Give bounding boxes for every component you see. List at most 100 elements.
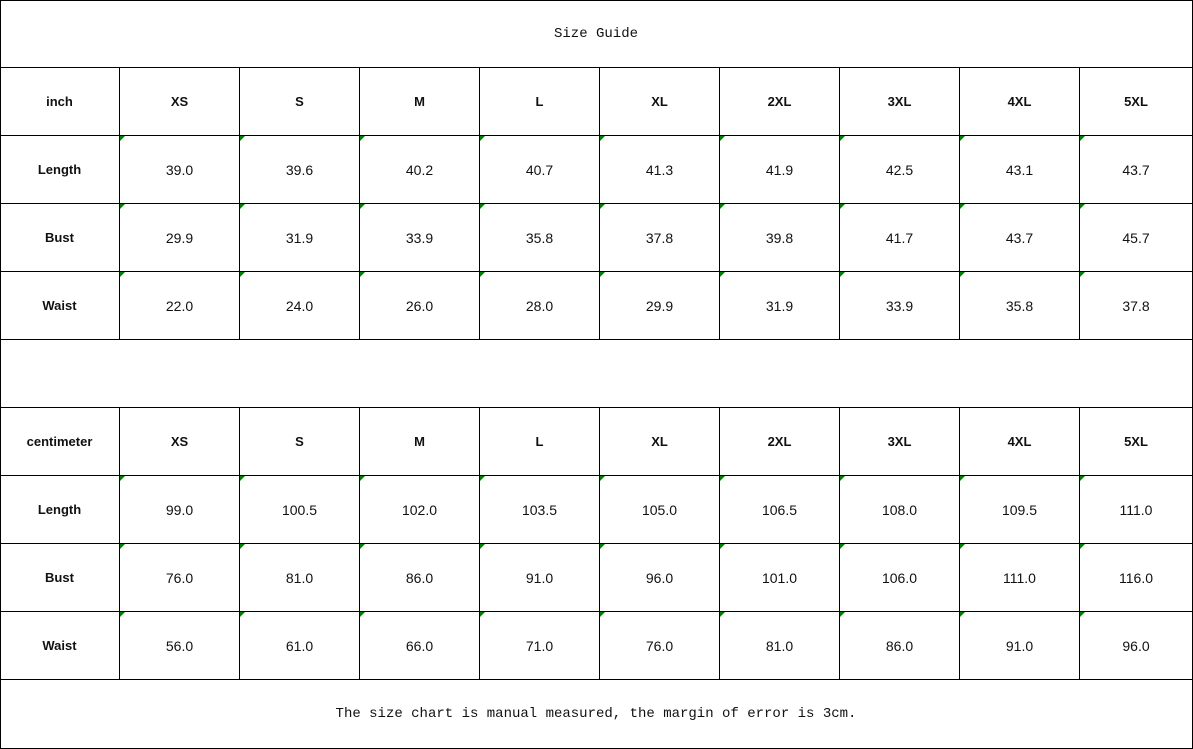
measurement-cell: 100.5 [240,476,360,544]
measurement-cell-text: 66.0 [405,637,434,654]
measurement-cell: 108.0 [840,476,960,544]
cell-marker-icon [480,544,485,549]
cell-marker-icon [120,612,125,617]
cell-marker-icon [240,612,245,617]
size-header: XL [600,68,720,136]
measurement-cell-text: 31.9 [285,229,314,246]
title-row-text: Size Guide [553,25,638,42]
cell-marker-icon [480,612,485,617]
measurement-cell-text: 56.0 [165,637,194,654]
measurement-cell: 29.9 [120,204,240,272]
note-row: The size chart is manual measured, the m… [0,680,1193,749]
measurement-cell: 39.8 [720,204,840,272]
measurement-cell: 42.5 [840,136,960,204]
measurement-cell-text: 116.0 [1119,569,1153,586]
measurement-cell: 43.7 [1080,136,1193,204]
row-label: Waist [0,612,120,680]
measurement-cell: 102.0 [360,476,480,544]
measurement-cell: 39.0 [120,136,240,204]
size-header-text: 5XL [1124,434,1148,449]
size-header: L [480,68,600,136]
size-header: M [360,68,480,136]
row-label: Length [0,476,120,544]
cell-marker-icon [600,544,605,549]
measurement-cell: 76.0 [120,544,240,612]
measurement-cell-text: 35.8 [525,229,554,246]
measurement-cell: 99.0 [120,476,240,544]
row-label: Bust [0,544,120,612]
measurement-cell-text: 71.0 [525,637,554,654]
row-label-text: Length [37,162,82,177]
unit-header: inch [0,68,120,136]
measurement-cell-text: 86.0 [885,637,914,654]
size-header: 2XL [720,408,840,476]
note-row-text: The size chart is manual measured, the m… [335,706,857,722]
cell-marker-icon [120,272,125,277]
measurement-cell-text: 106.5 [761,501,798,518]
row-label-text: Bust [45,230,74,245]
measurement-cell-text: 35.8 [1005,297,1034,314]
measurement-cell: 31.9 [720,272,840,340]
measurement-cell-text: 43.7 [1005,229,1034,246]
measurement-cell-text: 100.5 [281,501,318,518]
measurement-cell: 66.0 [360,612,480,680]
measurement-cell-text: 99.0 [165,501,194,518]
measurement-cell-text: 101.0 [761,569,798,586]
measurement-cell-text: 33.9 [885,297,914,314]
measurement-cell: 111.0 [960,544,1080,612]
size-header-text: L [535,434,544,449]
measurement-cell: 35.8 [480,204,600,272]
row-label-text: Waist [42,298,77,313]
cell-marker-icon [720,612,725,617]
cell-marker-icon [960,136,965,141]
cell-marker-icon [960,272,965,277]
size-header: S [240,408,360,476]
cell-marker-icon [360,136,365,141]
size-header-text: XS [170,434,189,449]
measurement-cell-text: 28.0 [525,297,554,314]
cell-marker-icon [360,612,365,617]
size-header: 4XL [960,68,1080,136]
cell-marker-icon [1080,204,1085,209]
measurement-cell-text: 61.0 [285,637,314,654]
size-header-text: 2XL [767,94,792,109]
size-header: 2XL [720,68,840,136]
cell-marker-icon [840,136,845,141]
measurement-cell-text: 24.0 [285,297,314,314]
measurement-cell-text: 31.9 [765,297,794,314]
cell-marker-icon [600,476,605,481]
measurement-cell: 41.9 [720,136,840,204]
title-row: Size Guide [0,0,1193,68]
cell-marker-icon [720,476,725,481]
measurement-cell: 39.6 [240,136,360,204]
measurement-cell-text: 91.0 [1005,637,1034,654]
measurement-cell: 28.0 [480,272,600,340]
measurement-cell: 76.0 [600,612,720,680]
measurement-cell-text: 42.5 [885,161,914,178]
measurement-cell: 43.1 [960,136,1080,204]
measurement-cell: 31.9 [240,204,360,272]
measurement-cell: 105.0 [600,476,720,544]
cell-marker-icon [240,476,245,481]
measurement-cell: 81.0 [720,612,840,680]
measurement-cell-text: 108.0 [881,501,918,518]
cell-marker-icon [1080,476,1085,481]
measurement-cell-text: 40.7 [525,161,554,178]
measurement-cell-text: 40.2 [405,161,434,178]
measurement-cell-text: 86.0 [405,569,434,586]
row-label-text: Length [37,502,82,517]
cell-marker-icon [480,204,485,209]
cell-marker-icon [720,204,725,209]
measurement-cell-text: 41.3 [645,161,674,178]
unit-header-text: inch [46,94,73,109]
row-label: Waist [0,272,120,340]
measurement-cell: 109.5 [960,476,1080,544]
measurement-cell-text: 39.8 [765,229,794,246]
measurement-cell: 40.7 [480,136,600,204]
size-header: S [240,68,360,136]
size-header: XL [600,408,720,476]
cell-marker-icon [600,272,605,277]
size-header-text: 3XL [887,94,912,109]
measurement-cell-text: 29.9 [165,229,194,246]
cell-marker-icon [1080,544,1085,549]
